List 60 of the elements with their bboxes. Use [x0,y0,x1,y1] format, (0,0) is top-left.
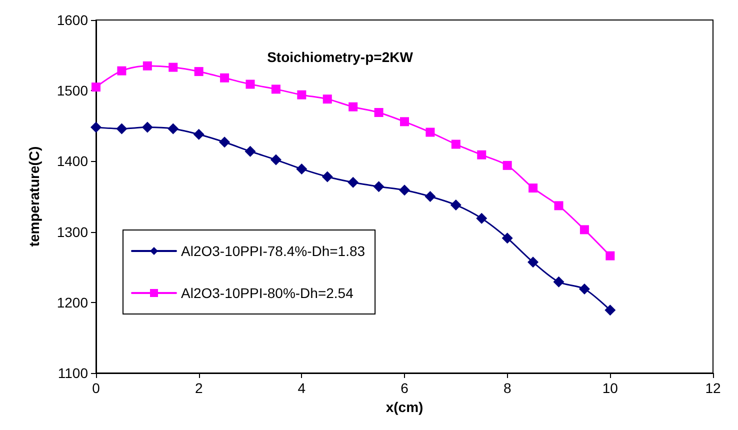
point [322,94,332,104]
y-tick-label: 1400 [56,153,88,170]
point [220,73,230,82]
x-axis-title: x(cm) [386,398,424,415]
text: Stoichiometry-p=2KW [267,49,414,65]
point [502,160,512,170]
point [168,62,178,72]
point [502,232,513,244]
point [297,90,306,100]
legend-label: Al2O3-10PPI-80%-Dh=2.54 [181,285,354,301]
y-axis-title: temperature(C) [26,146,42,247]
point [168,123,179,134]
point [578,283,590,294]
x-tick-label: 12 [705,380,721,396]
point [193,128,204,140]
x-tick-label: 0 [92,380,100,396]
point [348,102,358,112]
point [244,146,256,157]
legend-label: Al2O3-10PPI-78.4%-Dh=1.83 [181,243,366,259]
point [476,212,488,224]
point [92,82,100,92]
point [219,136,230,148]
point [426,128,435,137]
point [424,191,436,202]
point [477,150,486,160]
y-tick-label: 1200 [56,294,88,310]
point [528,184,538,193]
point [580,225,589,234]
point [142,122,153,133]
y-tick-label: 1300 [56,224,88,240]
point [116,123,128,134]
x-tick-label: 2 [194,380,203,396]
point [90,122,102,133]
y-tick-label: 1600 [56,12,88,28]
y-tick-label: 1100 [58,365,88,381]
point [450,199,462,210]
point [296,163,308,174]
x-tick-label: 10 [602,380,618,396]
point [451,140,460,149]
x-tick-label: 6 [400,380,409,396]
x-tick-label: 4 [298,380,306,396]
point [348,176,359,188]
point [246,80,255,89]
point [271,84,280,94]
point [194,67,204,76]
point [606,251,615,260]
point [553,276,564,288]
point [374,108,384,117]
y-tick-label: 1500 [56,82,88,99]
point [554,201,564,210]
point [528,256,539,268]
point [604,304,616,316]
point [373,181,384,192]
point [270,154,282,166]
x-tick-label: 8 [503,380,512,396]
point [322,171,333,182]
point [400,117,409,126]
point [399,184,410,196]
point [117,66,126,76]
point [142,61,152,70]
